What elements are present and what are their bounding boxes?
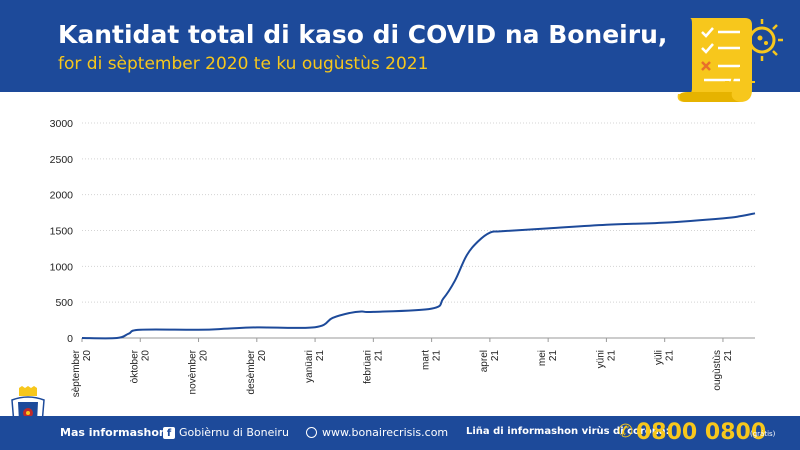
x-tick-label-month: aprel	[479, 350, 490, 372]
x-tick-label: novèmber 20	[188, 349, 210, 394]
x-tick-label: febrüari 21	[362, 350, 384, 384]
x-tick-label-year: 21	[432, 350, 443, 362]
x-tick-label-month: sèptember	[71, 349, 82, 397]
x-tick-label-month: yüni	[595, 350, 606, 368]
x-tick-label-month: yüli	[654, 350, 665, 365]
hotline-note: (grátis)	[750, 430, 776, 438]
x-tick-label-year: 21	[548, 350, 559, 362]
line-chart: 0 500 1000 1500 2000 2500 3000 sèptember 20 òktob…	[0, 105, 800, 405]
y-tick-label: 1000	[50, 261, 74, 273]
chart-subtitle: for di sèptember 2020 te ku ougùstùs 202…	[58, 54, 429, 74]
facebook-label: Gobièrnu di Boneiru	[179, 426, 289, 439]
x-tick-label-month: novèmber	[188, 349, 199, 394]
x-tick-label: mei 21	[537, 350, 559, 367]
website-link[interactable]: www.bonairecrisis.com	[306, 426, 448, 439]
x-tick-label-month: mei	[537, 350, 548, 366]
phone-icon: ✆	[618, 421, 634, 442]
document-checklist-icon	[677, 18, 783, 102]
facebook-icon: f	[163, 426, 175, 439]
x-tick-label-month: yanüari	[304, 350, 315, 383]
more-info-label: Mas informashon:	[60, 426, 172, 439]
x-tick-label: ougùstùs 21	[712, 350, 734, 391]
y-tick-label: 1500	[50, 226, 74, 238]
x-tick-label-month: mart	[421, 350, 432, 370]
x-tick-label-year: 21	[606, 350, 617, 362]
hotline-label: Liña di informashon virùs di corona:	[466, 426, 670, 437]
x-tick-label-year: 20	[140, 350, 151, 362]
x-tick-label: òktober 20	[129, 349, 151, 383]
x-tick-label-year: 21	[315, 350, 326, 362]
x-tick-label-year: 20	[257, 350, 268, 362]
series-line	[81, 212, 756, 340]
x-tick-label-year: 21	[723, 350, 734, 362]
x-tick-label: mart 21	[421, 350, 443, 370]
x-tick-label-month: febrüari	[362, 350, 373, 384]
facebook-link[interactable]: f Gobièrnu di Boneiru	[163, 426, 289, 439]
y-tick-label: 500	[55, 297, 73, 309]
virus-icon	[725, 19, 783, 97]
x-tick-label: yanüari 21	[304, 350, 326, 383]
x-tick-label-year: 21	[490, 350, 501, 362]
header-banner: Kantidat total di kaso di COVID na Bonei…	[0, 0, 800, 92]
x-tick-label-month: desèmber	[246, 349, 257, 394]
website-label: www.bonairecrisis.com	[322, 426, 449, 439]
y-tick-label: 2000	[50, 190, 74, 202]
globe-icon	[306, 427, 317, 438]
x-tick-label: aprel 21	[479, 350, 501, 373]
x-tick-label: yüli 21	[654, 350, 676, 365]
x-tick-label-year: 20	[82, 350, 93, 362]
x-tick-label-year: 20	[199, 350, 210, 362]
x-tick-label: desèmber 20	[246, 349, 268, 394]
x-tick-label-month: òktober	[129, 349, 140, 383]
y-tick-label: 3000	[50, 118, 74, 130]
x-tick-label: sèptember 20	[71, 349, 93, 397]
x-tick-label: yüni 21	[595, 350, 617, 369]
footer-bar: Mas informashon: f Gobièrnu di Boneiru w…	[0, 416, 800, 450]
hotline-number[interactable]: 0800 0800	[636, 420, 767, 445]
x-tick-label-year: 21	[665, 350, 676, 362]
y-tick-label: 0	[67, 333, 73, 345]
x-tick-label-month: ougùstùs	[712, 350, 723, 391]
x-tick-label-year: 21	[373, 350, 384, 362]
y-tick-label: 2500	[50, 154, 74, 166]
chart-title: Kantidat total di kaso di COVID na Bonei…	[58, 20, 668, 49]
